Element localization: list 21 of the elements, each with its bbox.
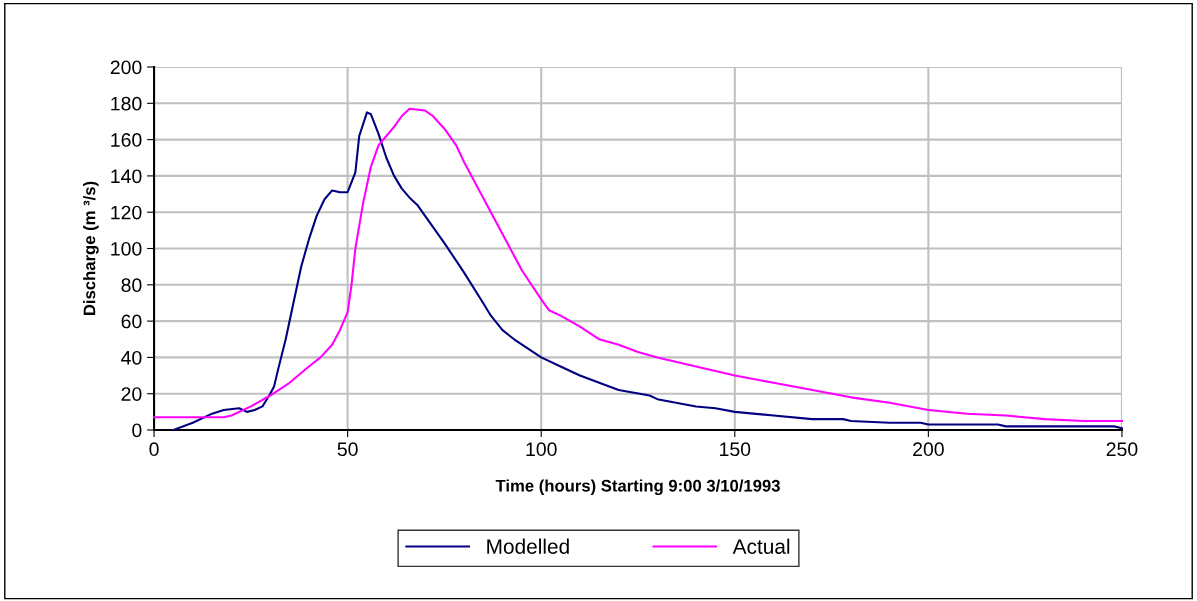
legend-label: Actual xyxy=(732,538,790,554)
x-tick-label: 200 xyxy=(913,442,944,457)
y-tick-label: 0 xyxy=(132,423,142,438)
x-tick-label: 50 xyxy=(337,442,358,457)
y-tick-label: 60 xyxy=(121,314,142,329)
legend-label: Modelled xyxy=(487,538,569,554)
y-tick-label: 140 xyxy=(111,169,142,184)
y-tick-label: 180 xyxy=(111,96,142,111)
x-axis-title: Time (hours) Starting 9:00 3/10/1993 xyxy=(495,479,780,495)
y-tick-label: 120 xyxy=(111,205,142,220)
x-tick-label: 150 xyxy=(720,442,751,457)
x-tick-label: 0 xyxy=(149,442,159,457)
x-tick-label: 250 xyxy=(1106,442,1138,457)
y-tick-label: 20 xyxy=(121,387,142,401)
y-tick-label: 160 xyxy=(111,133,142,147)
y-tick-label: 100 xyxy=(111,241,142,256)
x-tick-label: 100 xyxy=(526,442,557,457)
y-tick-label: 80 xyxy=(121,278,142,293)
y-tick-label: 200 xyxy=(110,60,142,75)
y-axis-title: Discharge (m ³/s) xyxy=(83,181,99,316)
y-tick-label: 40 xyxy=(121,350,142,365)
